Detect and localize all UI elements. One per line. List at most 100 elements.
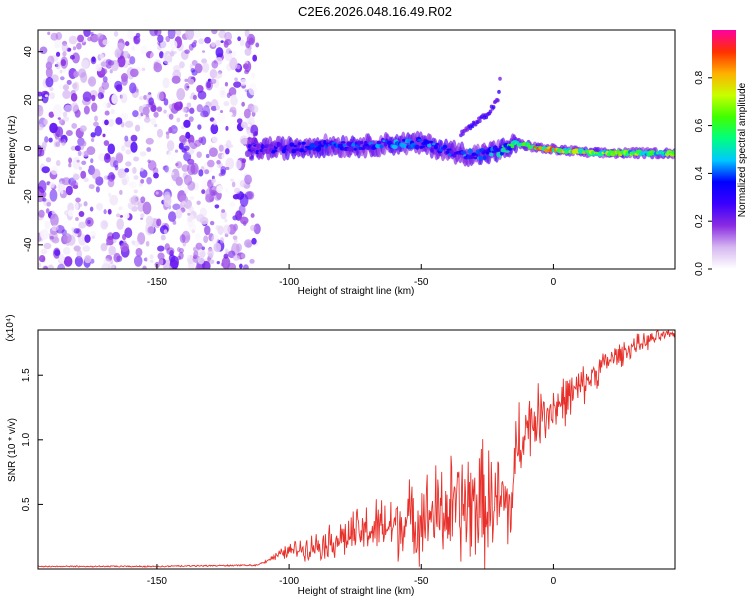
heatmap-noise-blob <box>211 42 216 48</box>
heatmap-noise-blob <box>166 247 175 255</box>
heatmap-noise-blob <box>156 218 162 227</box>
heatmap-noise-blob <box>251 237 257 245</box>
heatmap-noise-blob <box>142 106 150 116</box>
heatmap-noise-blob <box>168 113 174 120</box>
heatmap-noise-blob <box>50 165 59 175</box>
heatmap-noise-blob <box>140 178 145 184</box>
heatmap-noise-blob <box>102 133 106 138</box>
heatmap-noise-blob <box>71 52 80 64</box>
heatmap-ridge-core <box>460 150 467 155</box>
heatmap-noise-blob <box>83 165 89 171</box>
heatmap-noise-blob <box>148 97 155 106</box>
heatmap-noise-blob <box>244 174 252 185</box>
heatmap-ridge-core <box>442 144 448 149</box>
heatmap-noise-blob <box>196 104 204 113</box>
heatmap-noise-blob <box>225 148 230 155</box>
heatmap-noise-blob <box>120 73 128 82</box>
heatmap-noise-blob <box>234 187 241 194</box>
heatmap-noise-blob <box>80 170 87 179</box>
heatmap-noise-blob <box>97 92 104 100</box>
heatmap-noise-blob <box>174 149 179 153</box>
heatmap-noise-blob <box>251 105 259 114</box>
heatmap-noise-blob <box>103 209 107 215</box>
heatmap-noise-blob <box>54 63 59 68</box>
heatmap-noise-blob <box>44 136 49 143</box>
heatmap-noise-blob <box>168 127 173 134</box>
heatmap-noise-blob <box>147 226 155 234</box>
heatmap-noise-blob <box>196 151 202 158</box>
heatmap-noise-blob <box>129 82 137 94</box>
snr-x-axis-label: Height of straight line (km) <box>298 586 415 597</box>
snr-y-ticks: 0.5 1.0 1.5 <box>21 368 43 511</box>
heatmap-noise-blob <box>223 224 231 235</box>
heatmap-noise-blob <box>156 128 164 138</box>
heatmap-noise-blob <box>38 105 44 117</box>
heatmap-noise-blob <box>225 166 230 171</box>
heatmap-noise-blob <box>221 154 225 159</box>
heatmap-noise-blob <box>202 50 206 53</box>
heatmap-noise-blob <box>162 60 168 66</box>
heatmap-y-tick-label: 40 <box>23 46 34 58</box>
heatmap-noise-blob <box>203 235 209 244</box>
heatmap-noise-blob <box>72 184 79 190</box>
heatmap-noise-blob <box>218 30 227 39</box>
heatmap-noise-blob <box>113 31 119 37</box>
heatmap-noise-blob <box>224 248 229 252</box>
heatmap-ridge-core <box>500 147 506 153</box>
heatmap-noise-blob <box>61 177 71 186</box>
heatmap-noise-blob <box>57 117 61 120</box>
heatmap-noise-blob <box>109 259 114 265</box>
heatmap-noise-blob <box>89 33 99 43</box>
heatmap-noise-blob <box>184 199 192 209</box>
heatmap-noise-blob <box>131 205 138 212</box>
heatmap-noise-blob <box>186 85 190 89</box>
colorbar-ticks: 0.0 0.2 0.4 0.6 0.8 <box>694 70 712 276</box>
heatmap-noise-blob <box>128 181 137 189</box>
heatmap-noise-blob <box>243 108 251 119</box>
heatmap-x-tick-label: -50 <box>414 277 429 288</box>
heatmap-noise-blob <box>250 213 255 218</box>
heatmap-noise-blob <box>112 160 119 168</box>
heatmap-noise-blob <box>43 242 52 250</box>
heatmap-ridge-core <box>288 148 293 153</box>
heatmap-ridge-core <box>360 140 364 145</box>
heatmap-noise-blob <box>68 157 73 164</box>
heatmap-noise-blob <box>224 81 229 87</box>
heatmap-ridge-core <box>485 151 489 155</box>
heatmap-noise-blob <box>68 177 77 186</box>
heatmap-noise-blob <box>107 143 116 155</box>
heatmap-noise-blob <box>169 255 179 269</box>
heatmap-noise-blob <box>153 62 163 73</box>
heatmap-noise-blob <box>107 178 115 188</box>
heatmap-noise-blob <box>221 209 226 213</box>
heatmap-noise-blob <box>163 229 168 235</box>
heatmap-noise-blob <box>38 91 43 97</box>
heatmap-noise-blob <box>133 156 140 162</box>
heatmap-ridge-core <box>268 144 273 147</box>
heatmap-branch-blob <box>488 109 493 114</box>
heatmap-noise-blob <box>58 83 63 90</box>
heatmap-noise-blob <box>193 30 201 39</box>
heatmap-noise-blob <box>146 147 152 152</box>
colorbar-tick-label: 0.8 <box>694 70 705 84</box>
heatmap-noise-blob <box>210 105 217 111</box>
heatmap-noise-blob <box>47 55 55 66</box>
heatmap-noise-blob <box>225 47 232 55</box>
colorbar: 0.0 0.2 0.4 0.6 0.8 Normalized spectral ampl… <box>694 30 748 276</box>
colorbar-tick-label: 0.2 <box>694 214 705 228</box>
heatmap-noise-blob <box>207 78 212 83</box>
heatmap-noise-blob <box>171 75 181 84</box>
heatmap-noise-blob <box>73 228 80 234</box>
heatmap-noise-blob <box>140 45 148 55</box>
heatmap-noise-blob <box>220 165 227 175</box>
snr-x-tick-label: -100 <box>279 576 299 587</box>
heatmap-noise-blob <box>242 63 249 70</box>
heatmap-noise-blob <box>45 67 53 78</box>
heatmap-noise-blob <box>149 51 159 63</box>
heatmap-noise-blob <box>132 240 140 247</box>
heatmap-noise-blob <box>255 42 260 48</box>
heatmap-noise-blob <box>171 187 178 194</box>
heatmap-branch-blob <box>491 105 496 110</box>
heatmap-noise-blob <box>176 87 186 101</box>
heatmap-noise-blob <box>109 69 113 74</box>
